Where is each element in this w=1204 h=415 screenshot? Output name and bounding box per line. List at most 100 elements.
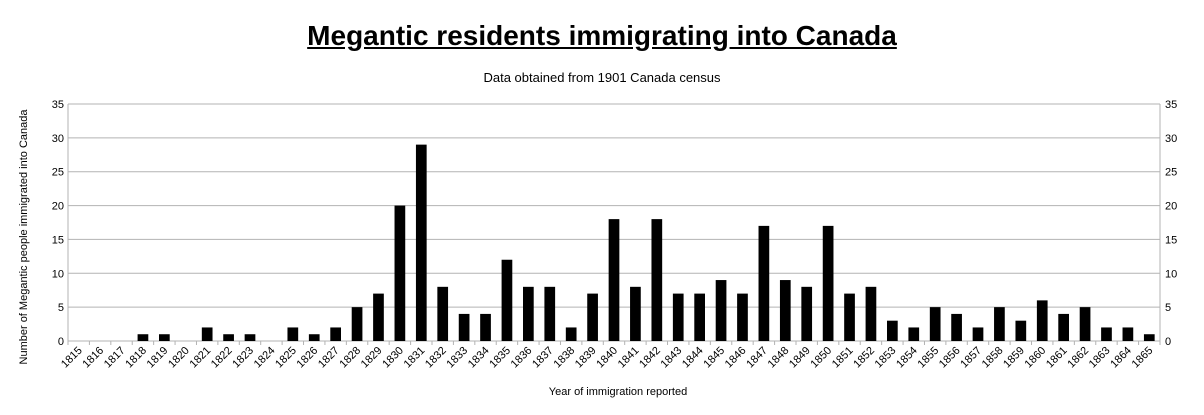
- bar: [972, 327, 984, 341]
- bar: [1015, 320, 1027, 341]
- x-tick-label: 1825: [273, 345, 299, 371]
- bar: [651, 219, 663, 341]
- bar: [694, 293, 705, 341]
- x-tick-label: 1829: [359, 345, 385, 371]
- x-tick-label: 1865: [1130, 345, 1156, 371]
- chart-subtitle: Data obtained from 1901 Canada census: [483, 70, 721, 85]
- y-axis-left: 0 5 10 15 20 25 30 35: [52, 99, 69, 348]
- y-tick-label-right: 35: [1165, 99, 1177, 111]
- x-tick-label: 1830: [380, 345, 406, 371]
- bar: [908, 327, 920, 341]
- x-tick-label: 1832: [423, 345, 449, 371]
- x-tick-label: 1839: [573, 345, 599, 371]
- chart-title: Megantic residents immigrating into Cana…: [307, 20, 897, 51]
- x-tick-label: 1840: [594, 345, 620, 371]
- bar: [779, 280, 791, 341]
- bar: [1058, 313, 1069, 341]
- bar: [1036, 300, 1048, 341]
- bar: [351, 307, 363, 341]
- y-tick-label-left: 20: [52, 201, 64, 213]
- bar: [801, 286, 813, 341]
- bar: [373, 293, 384, 341]
- x-tick-label: 1822: [209, 345, 235, 371]
- y-tick-label-right: 5: [1165, 302, 1171, 314]
- x-tick-label: 1846: [723, 345, 749, 371]
- bar: [1101, 327, 1112, 341]
- x-tick-label: 1859: [1001, 345, 1027, 371]
- x-tick-label: 1851: [830, 345, 856, 371]
- x-tick-label: 1837: [530, 345, 556, 371]
- x-tick-label: 1831: [402, 345, 428, 371]
- x-tick-label: 1817: [102, 345, 128, 371]
- x-tick-label: 1853: [873, 345, 899, 371]
- x-tick-label: 1845: [701, 345, 727, 371]
- x-tick-label: 1828: [337, 345, 363, 371]
- bar: [587, 293, 598, 341]
- x-tick-label: 1818: [123, 345, 149, 371]
- bar: [887, 320, 898, 341]
- x-tick-label: 1824: [252, 345, 278, 371]
- bar: [951, 313, 962, 341]
- bar: [415, 144, 427, 341]
- y-tick-label-left: 5: [58, 302, 64, 314]
- bar: [480, 313, 491, 341]
- x-tick-label: 1856: [937, 345, 963, 371]
- bar: [458, 313, 470, 341]
- y-tick-label-left: 35: [52, 99, 64, 111]
- x-tick-label: 1860: [1023, 345, 1049, 371]
- x-tick-label: 1827: [316, 345, 342, 371]
- bar: [244, 334, 256, 341]
- y-tick-label-right: 20: [1165, 201, 1177, 213]
- x-tick-label: 1844: [680, 345, 706, 371]
- bar: [137, 334, 149, 341]
- x-tick-label: 1863: [1087, 345, 1113, 371]
- y-tick-label-left: 30: [52, 133, 64, 145]
- bar: [822, 225, 834, 341]
- bar: [715, 280, 727, 341]
- y-axis-right: 0 5 10 15 20 25 30 35: [1159, 99, 1177, 348]
- bar: [1079, 307, 1091, 341]
- bars: [137, 144, 1155, 341]
- x-tick-label: 1842: [637, 345, 663, 371]
- bar: [308, 334, 320, 341]
- x-tick-label: 1862: [1065, 345, 1091, 371]
- x-tick-label: 1816: [80, 345, 106, 371]
- x-tick-label: 1823: [230, 345, 256, 371]
- bar: [394, 205, 406, 341]
- bar: [608, 219, 620, 341]
- bar: [223, 334, 234, 341]
- bar: [865, 286, 877, 341]
- x-tick-label: 1843: [659, 345, 685, 371]
- bar: [929, 307, 941, 341]
- y-tick-label-right: 10: [1165, 268, 1177, 280]
- bar: [501, 259, 513, 341]
- bar: [737, 293, 748, 341]
- x-tick-label: 1834: [466, 345, 492, 371]
- y-axis-title: Number of Megantic people immigrated int…: [18, 109, 30, 365]
- y-tick-label-right: 0: [1165, 336, 1171, 348]
- bar: [523, 286, 534, 341]
- bar: [544, 286, 556, 341]
- bar: [565, 327, 577, 341]
- x-tick-label: 1848: [766, 345, 792, 371]
- x-tick-label: 1836: [509, 345, 535, 371]
- x-tick-label: 1855: [915, 345, 941, 371]
- y-tick-label-left: 10: [52, 268, 64, 280]
- y-tick-label-left: 25: [52, 167, 64, 179]
- bar: [758, 225, 770, 341]
- bar: [672, 293, 684, 341]
- x-axis: 1815181618171818181918201821182218231824…: [59, 341, 1161, 371]
- x-tick-label: 1835: [487, 345, 513, 371]
- x-tick-label: 1864: [1108, 345, 1134, 371]
- x-tick-label: 1861: [1044, 345, 1070, 371]
- x-tick-label: 1838: [551, 345, 577, 371]
- x-tick-label: 1819: [145, 345, 171, 371]
- bar: [1143, 334, 1155, 341]
- bar: [201, 327, 213, 341]
- x-axis-title: Year of immigration reported: [549, 386, 687, 398]
- x-tick-label: 1852: [851, 345, 877, 371]
- y-tick-label-left: 0: [58, 336, 64, 348]
- y-tick-label-right: 15: [1165, 234, 1177, 246]
- y-tick-label-right: 30: [1165, 133, 1177, 145]
